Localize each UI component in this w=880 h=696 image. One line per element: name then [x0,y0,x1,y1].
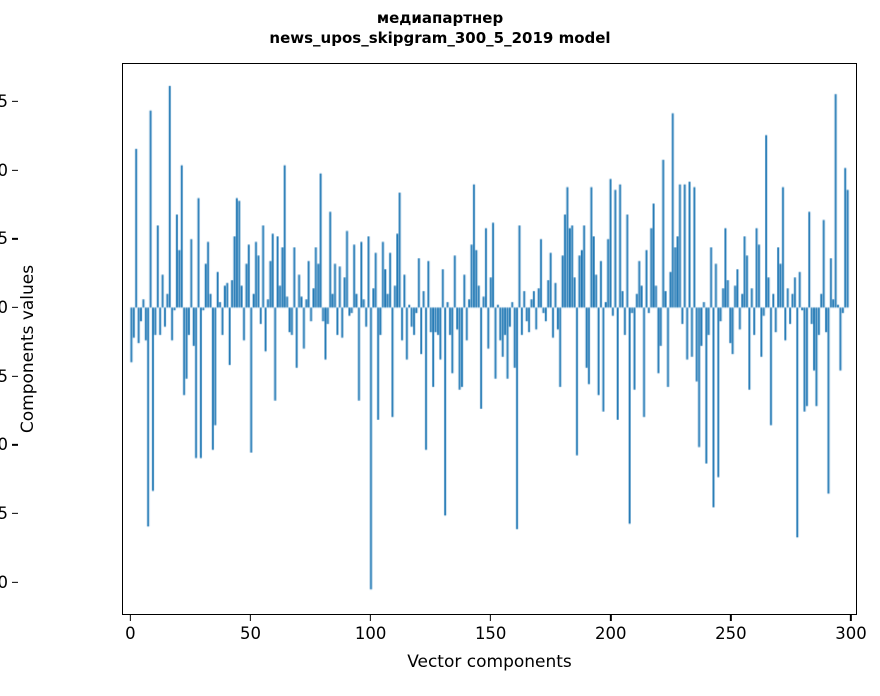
x-axis-label: Vector components [407,652,572,672]
x-tick-label: 150 [474,624,507,643]
x-tick: 300 [835,615,867,643]
y-tick-label: 0.00 [0,297,8,317]
y-tick: −0.50 [0,435,18,454]
x-tick-label: 50 [240,624,261,643]
bar-series-canvas [123,64,856,614]
x-tick: 150 [475,615,506,643]
x-tick-mark [129,615,132,621]
y-tick-mark [12,375,18,377]
chart-title: медиапартнер news_upos_skipgram_300_5_20… [0,8,880,48]
y-tick-label: −0.50 [0,435,8,455]
x-tick: 50 [240,615,261,643]
x-tick-mark [369,615,372,621]
y-tick: −0.75 [0,504,18,523]
y-tick: 0.25 [0,229,18,248]
y-tick: −0.25 [0,367,18,386]
y-tick-mark [12,444,18,446]
x-tick-mark [610,615,612,621]
y-tick-mark [12,306,18,309]
x-tick-label: 0 [125,624,136,643]
x-tick-mark [249,615,252,621]
x-tick-mark [490,615,492,621]
x-tick-mark [850,615,852,621]
x-tick: 0 [125,615,136,643]
y-tick-mark [12,581,18,583]
chart-title-line-2: news_upos_skipgram_300_5_2019 model [269,29,611,47]
y-tick-mark [12,238,18,240]
y-tick-label: 0.25 [0,229,8,249]
x-tick-label: 200 [595,624,627,643]
x-tick-label: 100 [354,624,387,643]
x-tick: 250 [715,615,747,643]
y-tick-label: 0.50 [0,160,8,180]
y-tick: 0.00 [0,298,18,317]
y-tick-label: −1.00 [0,572,8,592]
x-tick-mark [730,615,732,621]
y-tick: 0.50 [0,161,18,180]
x-tick-label: 300 [835,624,867,643]
plot-axes [122,63,857,615]
y-tick-mark [12,100,18,103]
y-tick-label: 0.75 [0,91,8,111]
x-tick: 100 [355,615,386,643]
y-tick: −1.00 [0,573,18,592]
y-tick-label: −0.75 [0,503,8,523]
y-tick-label: −0.25 [0,366,8,386]
y-tick: 0.75 [0,92,18,111]
x-tick: 200 [595,615,627,643]
y-tick-mark [12,169,18,171]
chart-title-line-1: медиапартнер [376,9,504,27]
y-axis-label: Components values [18,264,38,434]
x-tick-label: 250 [715,624,747,643]
y-tick-mark [12,512,18,515]
